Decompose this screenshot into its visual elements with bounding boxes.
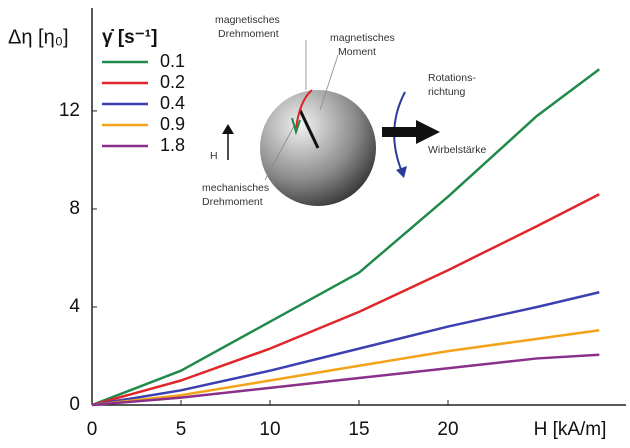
- rotation-head: [396, 166, 407, 178]
- legend-label: 1.8: [160, 135, 185, 155]
- mech-torque-arrow: [291, 117, 301, 136]
- torque-arc: [295, 89, 313, 129]
- annotation: Drehmoment: [218, 28, 279, 40]
- legend-label: 0.9: [160, 114, 185, 134]
- x-tick-label: 20: [437, 419, 458, 440]
- series-line: [91, 68, 601, 407]
- leader: [319, 54, 339, 111]
- series-line: [91, 291, 600, 407]
- leader: [264, 125, 295, 181]
- series-line: [91, 193, 600, 407]
- legend-label: 0.1: [160, 51, 185, 71]
- h-arrowhead: [222, 124, 234, 134]
- inset-diagram: [222, 40, 440, 206]
- annotation: Moment: [338, 46, 376, 58]
- moment-arrow: [298, 109, 320, 149]
- legend-label: 0.2: [160, 72, 185, 92]
- legend-title: γ̇ [s⁻¹]: [102, 27, 157, 48]
- y-tick-label: 12: [59, 100, 80, 121]
- y-tick-label: 8: [69, 198, 80, 219]
- x-axis-label: H [kA/m]: [534, 419, 607, 440]
- x-tick-label: 10: [259, 419, 280, 440]
- legend-label: 0.4: [160, 93, 185, 113]
- annotation: magnetisches: [330, 32, 395, 44]
- annotation: mechanisches: [202, 182, 269, 194]
- y-tick-label: 4: [69, 296, 80, 317]
- vorticity-head: [416, 120, 440, 144]
- series-line: [91, 329, 600, 407]
- x-tick-label: 0: [87, 419, 98, 440]
- vorticity-arrow: [382, 127, 418, 137]
- series-line: [91, 353, 600, 407]
- annotation: Drehmoment: [202, 196, 263, 208]
- y-tick-label: 0: [69, 394, 80, 415]
- annotation: richtung: [428, 86, 466, 98]
- annotation: Wirbelstärke: [428, 144, 487, 156]
- annotation: magnetisches: [215, 14, 280, 26]
- y-axis-label: Δη [η₀]: [8, 26, 69, 48]
- annotation: H: [210, 150, 218, 162]
- annotation: Rotations-: [428, 72, 476, 84]
- x-tick-label: 5: [176, 419, 187, 440]
- x-tick-label: 15: [348, 419, 369, 440]
